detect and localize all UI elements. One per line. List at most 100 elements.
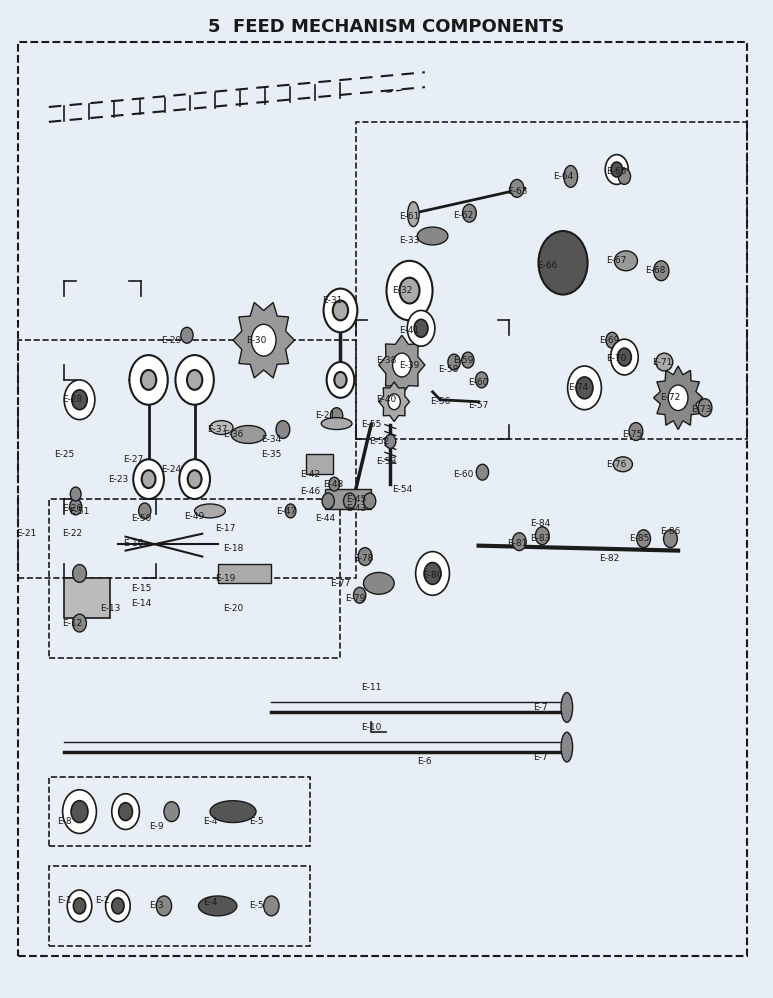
- Text: E-57: E-57: [468, 401, 489, 410]
- Text: E-40: E-40: [376, 395, 397, 404]
- Circle shape: [73, 614, 87, 632]
- Text: E-44: E-44: [315, 514, 335, 523]
- Circle shape: [385, 434, 396, 448]
- Ellipse shape: [322, 417, 352, 429]
- Circle shape: [138, 503, 151, 519]
- Circle shape: [605, 155, 628, 185]
- Text: E-41: E-41: [400, 325, 420, 334]
- Text: E-86: E-86: [660, 527, 681, 536]
- Text: E-51: E-51: [70, 507, 90, 516]
- Bar: [49, 499, 340, 658]
- Text: E-50: E-50: [131, 514, 151, 523]
- Bar: [49, 866, 310, 945]
- Polygon shape: [379, 335, 425, 395]
- Text: E-2: E-2: [95, 896, 110, 905]
- Circle shape: [400, 277, 420, 303]
- Text: E-79: E-79: [346, 594, 366, 603]
- Polygon shape: [379, 382, 410, 421]
- Circle shape: [576, 377, 593, 399]
- Text: E-63: E-63: [507, 187, 527, 196]
- Circle shape: [618, 169, 631, 185]
- Text: E-74: E-74: [568, 383, 588, 392]
- Circle shape: [343, 493, 356, 509]
- Ellipse shape: [231, 425, 266, 443]
- Text: E-67: E-67: [607, 256, 627, 265]
- Text: E-24: E-24: [162, 465, 182, 474]
- Text: E-66: E-66: [537, 261, 558, 270]
- Circle shape: [512, 533, 526, 551]
- Circle shape: [285, 504, 296, 518]
- Text: E-3: E-3: [149, 901, 164, 910]
- Circle shape: [187, 370, 203, 390]
- Text: E-10: E-10: [361, 723, 381, 732]
- Text: E-15: E-15: [131, 584, 151, 593]
- Circle shape: [393, 353, 411, 377]
- Circle shape: [331, 408, 342, 423]
- Ellipse shape: [363, 573, 394, 594]
- Text: E-6: E-6: [417, 757, 432, 766]
- Text: E-7: E-7: [533, 752, 547, 761]
- Circle shape: [181, 327, 193, 343]
- Text: E-16: E-16: [123, 539, 144, 548]
- Ellipse shape: [656, 353, 673, 371]
- Text: E-84: E-84: [530, 519, 550, 528]
- Text: 5  FEED MECHANISM COMPONENTS: 5 FEED MECHANISM COMPONENTS: [208, 18, 565, 36]
- Circle shape: [358, 548, 372, 566]
- Text: E-23: E-23: [107, 475, 128, 484]
- Circle shape: [70, 499, 82, 515]
- Circle shape: [334, 372, 346, 388]
- Text: E-20: E-20: [223, 604, 243, 613]
- Circle shape: [611, 339, 638, 375]
- Text: E-29: E-29: [162, 335, 182, 344]
- Text: E-64: E-64: [553, 172, 573, 181]
- Text: E-72: E-72: [660, 393, 680, 402]
- Text: E-27: E-27: [123, 455, 143, 464]
- Circle shape: [188, 470, 202, 488]
- Circle shape: [448, 354, 460, 370]
- Circle shape: [141, 370, 156, 390]
- Circle shape: [264, 896, 279, 916]
- Polygon shape: [653, 366, 703, 429]
- Text: E-45: E-45: [346, 494, 366, 504]
- Text: E-14: E-14: [131, 599, 151, 608]
- Circle shape: [63, 789, 97, 833]
- Circle shape: [333, 300, 348, 320]
- Text: E-75: E-75: [622, 430, 642, 439]
- Polygon shape: [306, 454, 333, 474]
- Text: E-82: E-82: [599, 554, 619, 563]
- Text: E-18: E-18: [223, 544, 243, 553]
- Circle shape: [179, 459, 210, 499]
- Text: E-71: E-71: [652, 357, 673, 366]
- Text: E-52: E-52: [369, 437, 389, 446]
- Circle shape: [276, 420, 290, 438]
- Text: E-70: E-70: [607, 353, 627, 362]
- Circle shape: [416, 552, 449, 595]
- Circle shape: [324, 288, 357, 332]
- Text: E-31: E-31: [322, 296, 343, 305]
- Circle shape: [611, 162, 622, 177]
- Text: E-56: E-56: [430, 397, 451, 406]
- Text: E-5: E-5: [249, 817, 264, 826]
- Ellipse shape: [615, 250, 638, 270]
- Ellipse shape: [199, 896, 237, 916]
- Circle shape: [510, 180, 524, 198]
- Circle shape: [70, 487, 81, 501]
- Text: E-19: E-19: [215, 574, 236, 583]
- Polygon shape: [218, 564, 271, 584]
- Circle shape: [73, 898, 86, 914]
- Text: E-60: E-60: [453, 470, 473, 479]
- Text: E-35: E-35: [261, 450, 281, 459]
- Text: E-60: E-60: [468, 378, 489, 387]
- Text: E-80: E-80: [422, 571, 443, 580]
- Circle shape: [536, 527, 549, 545]
- Text: E-76: E-76: [607, 460, 627, 469]
- Text: E-65: E-65: [607, 167, 627, 176]
- Polygon shape: [325, 489, 371, 509]
- Text: E-39: E-39: [400, 360, 420, 369]
- Text: E-7: E-7: [533, 703, 547, 712]
- Circle shape: [567, 366, 601, 410]
- Circle shape: [112, 793, 139, 829]
- Text: E-13: E-13: [100, 604, 121, 613]
- Circle shape: [363, 493, 376, 509]
- Text: E-54: E-54: [392, 485, 412, 494]
